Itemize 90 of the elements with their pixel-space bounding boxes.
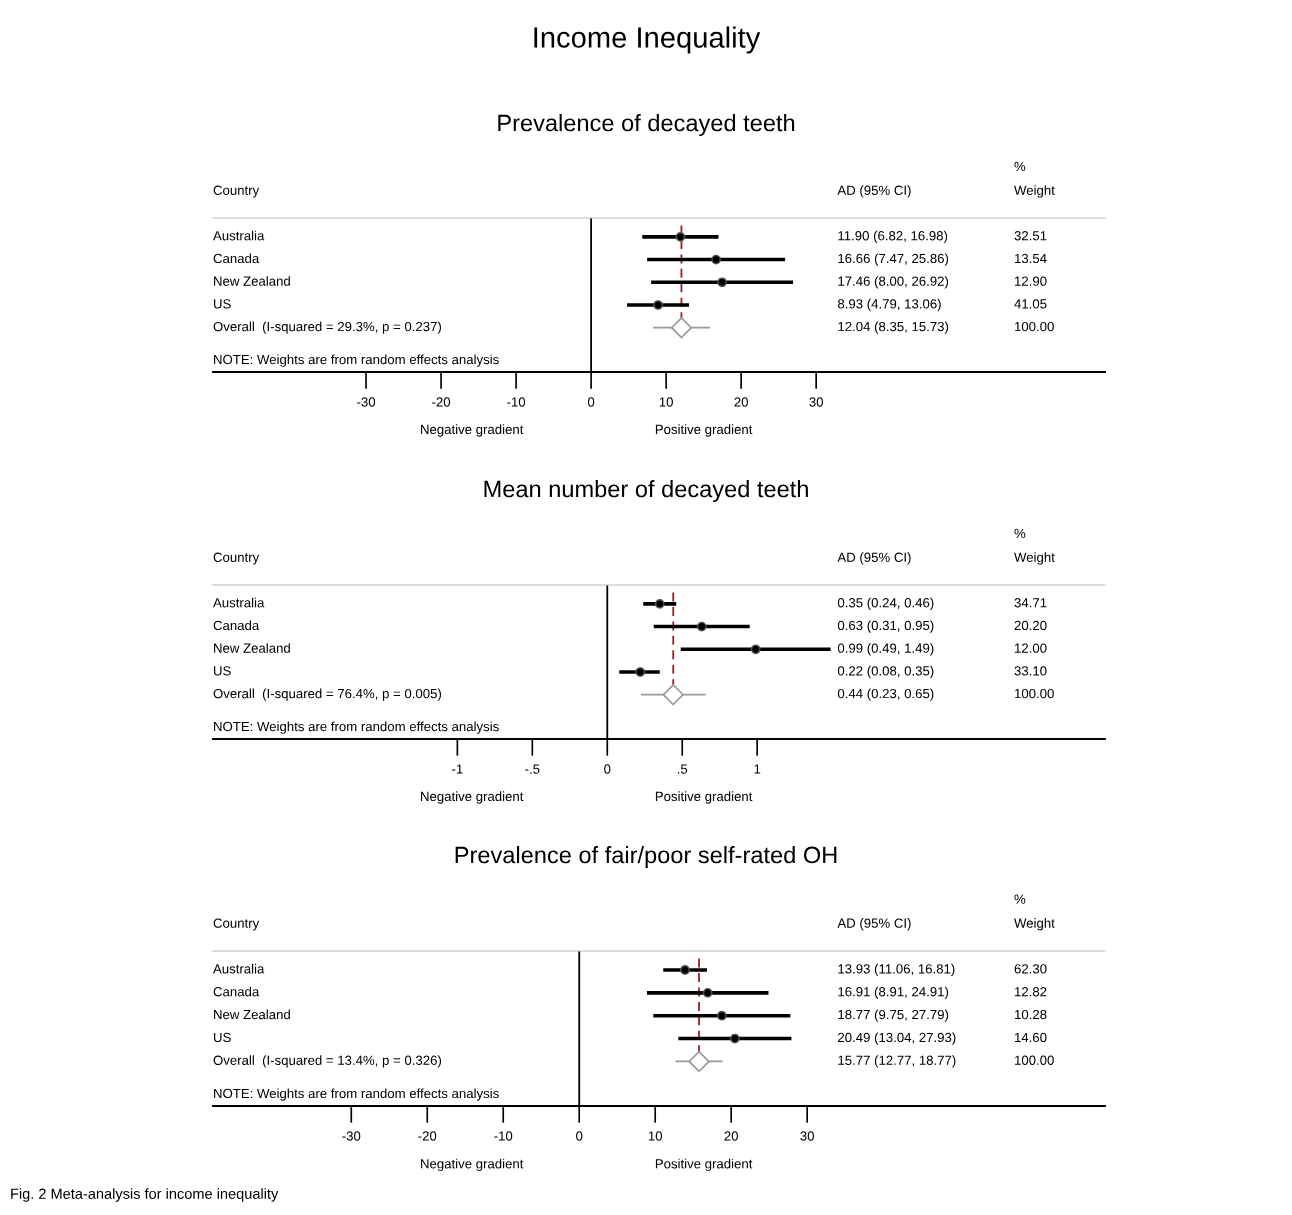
y-tick-label: Canada [213,986,260,997]
y-tick-label: Australia [213,230,265,241]
x-tick-label: 0 [587,397,595,407]
annotation: 12.04 (8.35, 15.73) [838,321,949,334]
annotation: NOTE: Weights are from random effects analysis [214,1088,499,1101]
x-tick-label: 10 [648,1131,663,1141]
y-tick-label: US [214,666,231,676]
annotation: 20.49 (13.04, 27.93) [838,1032,956,1045]
text: Positive gradient [655,1158,753,1172]
annotation: 0.44 (0.23, 0.65) [837,688,934,701]
text: AD (95% CI) [837,185,911,198]
annotation: 0.63 (0.31, 0.95) [837,620,934,633]
y-tick-label: US [214,1032,231,1043]
annotation: 13.54 [1015,253,1047,264]
text: Positive gradient [655,424,753,437]
text: Country [213,918,260,931]
annotation: 16.66 (7.47, 25.86) [838,253,949,266]
text: Income Inequality [534,26,761,54]
x-tick-label: -20 [432,397,451,407]
annotation: 33.10 [1014,666,1047,676]
annotation: 13.93 (11.06, 16.81) [838,963,955,977]
y-tick-label: Canada [213,253,260,264]
x-tick-label: -30 [342,1131,361,1141]
text: % [1014,894,1026,904]
text: Weight [1014,552,1055,565]
annotation: 18.77 (9.75, 27.79) [838,1009,949,1022]
caption: Fig. 2 Meta-analysis for income inequality [11,1188,279,1202]
x-tick-label: -20 [418,1131,437,1141]
y-tick-label: Canada [213,620,260,631]
annotation: 14.60 [1015,1032,1047,1043]
text: % [1014,528,1026,539]
x-tick-label: -30 [357,397,376,407]
annotation: 32.51 [1014,231,1047,241]
y-tick-label: Overall (I-squared = 13.4%, p = 0.326) [213,1055,442,1068]
annotation: 0.22 (0.08, 0.35) [837,665,934,679]
text: Country [213,185,260,198]
y-tick-label: Australia [213,597,265,608]
x-tick-label: .5 [677,764,688,774]
annotation: 11.90 (6.82, 16.98) [838,230,948,243]
annotation: 15.77 (12.77, 18.77) [838,1055,956,1068]
text: Positive gradient [655,791,753,804]
annotation: 8.93 (4.79, 13.06) [837,298,941,312]
y-tick-label: US [214,299,231,309]
annotation: 0.35 (0.24, 0.46) [837,597,934,610]
x-tick-label: 30 [809,397,823,407]
text: % [1014,161,1026,172]
x-tick-label: 10 [659,397,673,407]
x-tick-label: -1 [452,764,463,774]
text: Weight [1014,185,1055,198]
y-tick-label: Overall (I-squared = 76.4%, p = 0.005) [213,688,442,701]
x-tick-label: 20 [734,397,748,407]
annotation: 12.90 [1015,276,1047,286]
annotation: 100.00 [1015,321,1054,332]
annotation: 41.05 [1014,299,1047,309]
x-tick-label: -.5 [525,764,540,774]
annotation: 34.71 [1014,598,1047,608]
x-tick-label: 1 [754,764,761,774]
x-tick-label: 30 [800,1131,814,1141]
chart-title: Prevalence of fair/poor self-rated OH [455,845,837,869]
y-tick-label: New Zealand [214,276,290,286]
annotation: 20.20 [1014,620,1047,631]
x-tick-label: 0 [604,764,611,774]
text: Negative gradient [421,424,524,437]
x-tick-label: -10 [494,1131,513,1141]
x-tick-label: 0 [576,1131,583,1141]
chart-title: Prevalence of decayed teeth [498,114,795,137]
text: AD (95% CI) [837,918,911,931]
x-tick-label: 20 [724,1131,738,1141]
text: AD (95% CI) [837,552,911,565]
y-tick-label: New Zealand [214,643,290,653]
chart-title: Mean number of decayed teeth [484,480,808,503]
y-tick-label: Overall (I-squared = 29.3%, p = 0.237) [213,321,442,334]
annotation: 10.28 [1015,1009,1047,1020]
text: Weight [1014,918,1055,931]
annotation: 16.91 (8.91, 24.91) [838,986,949,999]
annotation: 0.99 (0.49, 1.49) [837,643,934,656]
text: Negative gradient [421,791,524,804]
text: Negative gradient [421,1158,524,1172]
annotation: 62.30 [1014,964,1047,974]
annotation: NOTE: Weights are from random effects analysis [214,354,499,367]
annotation: 100.00 [1015,688,1054,699]
annotation: 12.82 [1015,987,1047,997]
annotation: 100.00 [1015,1055,1054,1065]
x-tick-label: -10 [507,397,526,407]
text: Country [213,552,260,565]
y-tick-label: New Zealand [214,1009,290,1020]
annotation: 17.46 (8.00, 26.92) [838,276,949,289]
y-tick-label: Australia [213,963,265,974]
annotation: 12.00 [1015,643,1047,653]
annotation: NOTE: Weights are from random effects analysis [214,721,499,734]
